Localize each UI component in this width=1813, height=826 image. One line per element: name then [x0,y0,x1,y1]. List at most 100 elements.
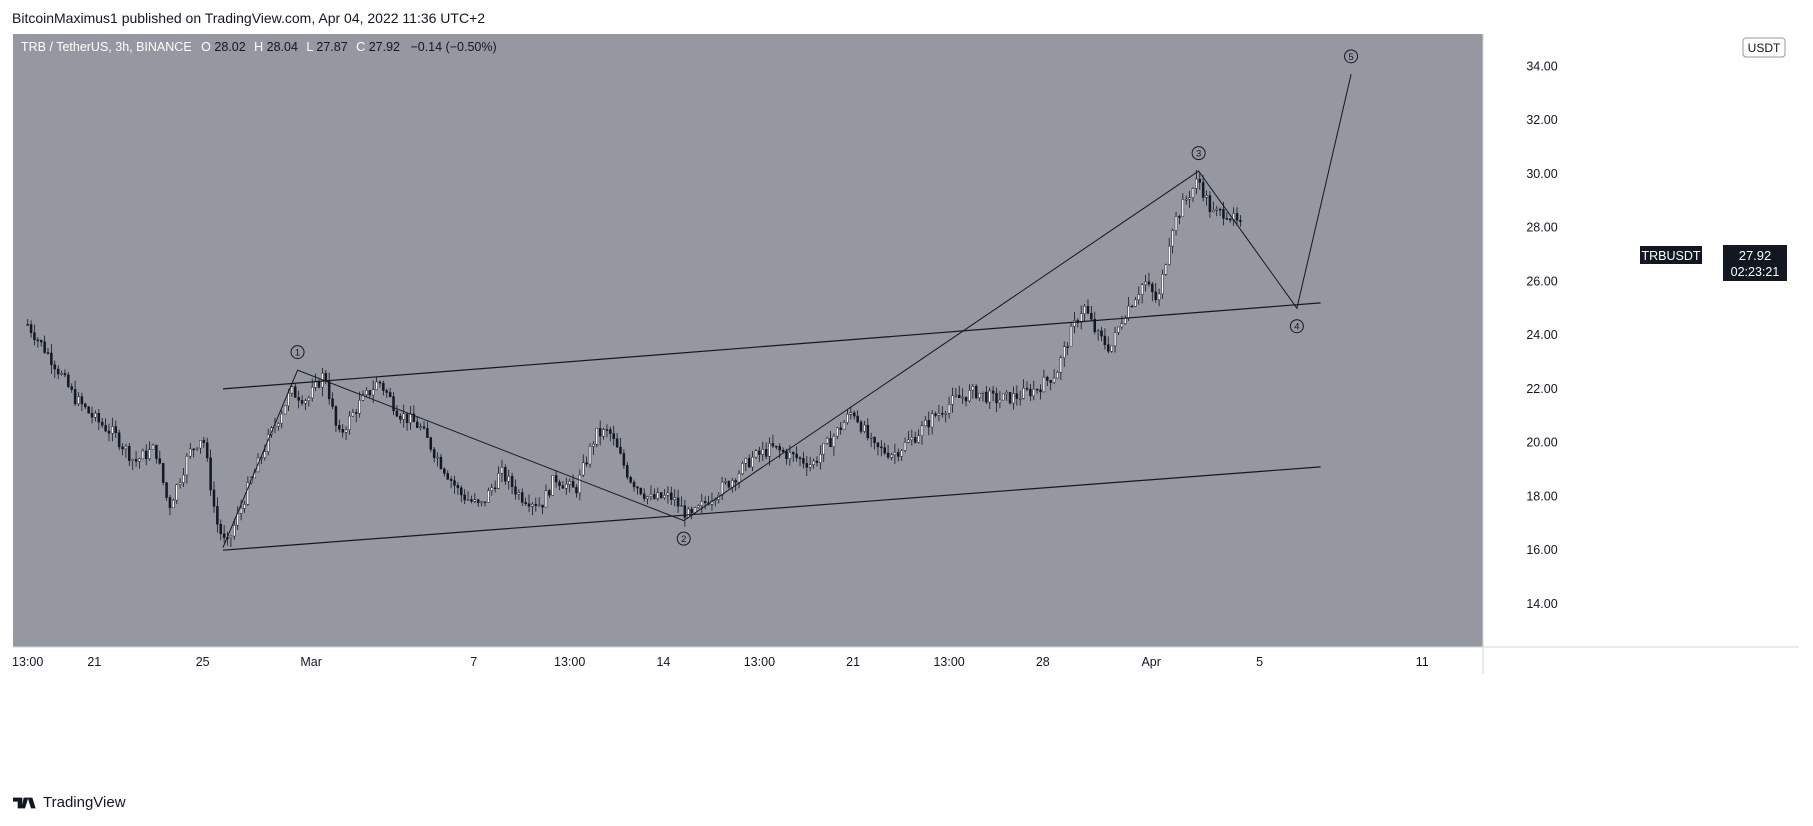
candle-up [402,413,405,420]
candle-up [175,484,178,501]
candle-up [280,413,283,424]
candle-up [517,492,521,495]
candle-down [446,473,449,480]
candle-up [869,437,873,439]
candle-down [456,485,460,489]
price-axis-background[interactable] [1483,34,1799,647]
candle-down [33,332,36,341]
candle-up [1134,299,1137,307]
time-tick-label: 7 [470,655,477,669]
wave-label-5: 5 [1348,52,1353,63]
candle-up [720,481,724,496]
tradingview-footer[interactable]: TradingView [13,794,126,811]
candle-down [1228,218,1232,221]
candle-down [334,406,338,426]
candle-up [1144,281,1147,285]
candle-down [636,486,639,489]
candle-down [399,415,402,420]
candle-up [358,400,361,414]
candle-down [104,425,107,432]
candle-down [995,393,998,404]
candle-down [338,425,341,430]
candle-down [934,413,937,416]
candle-up [239,508,243,514]
price-tick-label: 26.00 [1526,274,1557,288]
candle-up [924,419,927,426]
candle-down [1235,213,1239,221]
candle-down [300,400,304,404]
candle-down [432,449,436,458]
candle-down [964,396,968,402]
candle-up [473,499,477,502]
candle-up [768,443,771,457]
candle-down [795,453,798,459]
chart-svg[interactable]: 1 2 3 4 5 14.00 16.00 18.00 20.00 22.00 24.00 26.0… [12,34,1799,781]
candle-up [189,448,192,457]
price-tick-label: 28.00 [1526,221,1557,235]
candle-down [388,392,392,397]
price-tick-label: 18.00 [1526,489,1557,503]
price-tick-label: 32.00 [1526,113,1557,127]
candle-up [124,446,128,450]
candle-up [697,505,700,508]
candle-up [1168,245,1171,265]
candle-up [1157,293,1161,300]
candle-up [1123,318,1127,324]
candle-up [646,496,649,499]
candle-down [521,492,524,503]
candle-up [1113,332,1117,347]
candle-up [531,504,534,507]
price-tick-label: 34.00 [1526,59,1557,73]
candle-up [1018,398,1022,400]
upper-channel-line [222,302,1321,390]
time-tick-label: 25 [196,655,210,669]
time-axis-ticks: 13:00 21 25 Mar 7 13:00 14 13:00 21 13:00 28 Apr 5 11 [12,655,1429,669]
candle-up [304,400,307,404]
chart-area[interactable]: 1 2 3 4 5 14.00 16.00 18.00 20.00 22.00 24.00 26.0… [12,34,1799,781]
wave-label-3: 3 [1196,149,1201,160]
candle-down [839,427,842,430]
legend-close-label: C [356,40,365,54]
price-tick-label: 20.00 [1526,436,1557,450]
candle-down [463,494,466,501]
candle-down [1218,208,1222,211]
candle-down [781,449,785,452]
candle-down [128,446,131,461]
candle-down [815,460,819,463]
candle-down [67,374,70,387]
candle-up [751,456,754,468]
candle-up [910,437,914,441]
candle-up [961,396,964,399]
candle-up [1056,372,1059,379]
candle-up [178,482,182,485]
candle-down [168,497,172,509]
wave-label-circle-2 [676,531,691,546]
time-tick-label: 11 [1416,655,1429,669]
currency-badge[interactable]: USDT [1742,37,1786,58]
price-tick-label: 24.00 [1526,328,1557,342]
wave-label-circle-4 [1289,319,1304,334]
candle-down [36,339,40,342]
candle-down [548,490,551,496]
candle-up [656,492,660,499]
candle-up [1164,264,1168,275]
candle-up [246,482,250,505]
candle-down [56,368,60,375]
candle-up [1127,305,1130,319]
candle-down [985,391,988,403]
legend-low-label: L [306,40,313,54]
time-axis-background[interactable] [13,647,1799,674]
candles-group [26,169,1242,548]
candle-up [947,404,951,414]
symbol-legend[interactable]: TRB / TetherUS, 3h, BINANCE O 28.02 H 28… [21,40,497,54]
candle-up [94,412,97,418]
candle-up [951,395,954,405]
candle-up [287,392,290,407]
candle-down [1151,283,1154,293]
candle-down [134,459,138,462]
candle-up [290,386,294,394]
candle-up [310,387,314,399]
candle-down [73,389,77,405]
lower-channel-line [222,466,1321,551]
candle-down [880,446,883,449]
